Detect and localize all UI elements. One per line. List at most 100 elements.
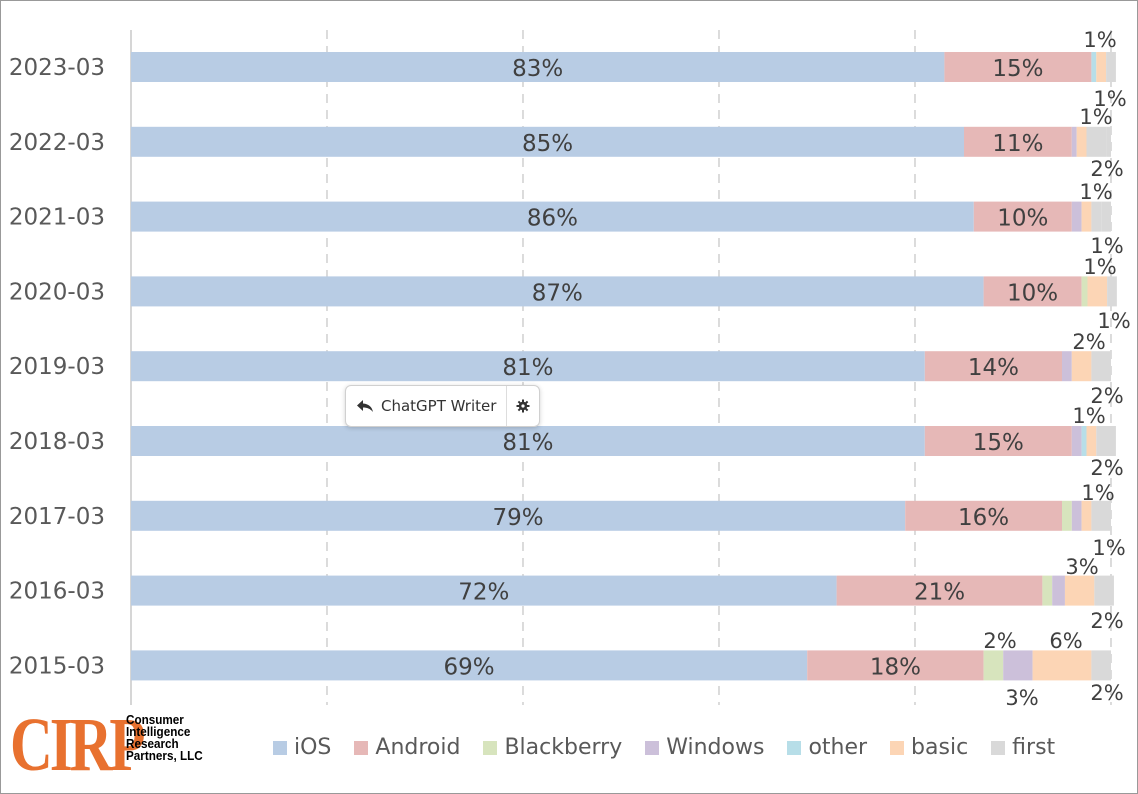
bar-segment-android <box>983 276 1082 307</box>
bar-segment-first <box>1106 126 1111 157</box>
legend-label: other <box>808 735 868 760</box>
bar-segment-windows <box>1062 351 1072 382</box>
bar-segment-windows <box>1071 201 1082 232</box>
legend-label: basic <box>911 735 969 760</box>
bar-segment-basic <box>1032 650 1092 681</box>
bar-segment-android <box>973 201 1072 232</box>
data-label-small: 3% <box>1005 686 1038 710</box>
data-label-small: 1% <box>1081 481 1114 505</box>
data-label: 86% <box>527 206 578 232</box>
data-label: 81% <box>502 430 553 456</box>
data-label-small: 1% <box>1072 404 1105 428</box>
logo-line: Research <box>126 736 179 751</box>
bar-segment-ios <box>131 426 925 456</box>
data-label-small: 1% <box>1083 255 1116 279</box>
category-label: 2021-03 <box>9 205 105 231</box>
data-label: 85% <box>522 131 573 157</box>
bar-segment-blackberry <box>983 650 1004 681</box>
logo-mark: CIRP <box>10 703 146 787</box>
data-label-small: 6% <box>1049 629 1082 653</box>
data-label-small: 1% <box>1079 105 1112 129</box>
gear-icon[interactable] <box>507 386 539 426</box>
category-label: 2020-03 <box>9 279 105 305</box>
legend-item-android: Android <box>354 735 460 760</box>
legend-item-first: first <box>991 735 1055 760</box>
bar-segment-other <box>1091 52 1097 82</box>
category-label: 2018-03 <box>9 429 105 455</box>
bar-segment-basic <box>1096 52 1107 82</box>
bar-segment-windows <box>1003 650 1033 681</box>
bar-segment-android <box>944 52 1092 82</box>
data-label-small: 2% <box>1090 456 1123 480</box>
bar-segment-first <box>1107 276 1117 307</box>
bar-segment-blackberry <box>1081 276 1088 307</box>
logo-line: Partners, LLC <box>126 748 203 763</box>
legend-swatch <box>483 740 498 755</box>
legend-swatch <box>645 740 660 755</box>
data-label: 21% <box>914 580 965 606</box>
data-label: 16% <box>958 505 1009 531</box>
legend-swatch <box>787 740 802 755</box>
legend-item-blackberry: Blackberry <box>483 735 622 760</box>
data-label-small: 2% <box>1090 681 1123 705</box>
bar-segment-first <box>1096 426 1116 456</box>
data-label-small: 2% <box>1072 330 1105 354</box>
bar-segment-windows <box>1071 426 1082 456</box>
bar-segment-android <box>836 575 1043 606</box>
chatgpt-writer-button[interactable]: ChatGPT Writer <box>346 386 508 426</box>
bar-segment-ios <box>131 351 925 382</box>
legend-swatch <box>273 740 287 755</box>
bar-segment-basic <box>1081 201 1092 232</box>
bar-segment-ios <box>131 650 808 681</box>
data-label: 87% <box>532 280 583 306</box>
logo-line: Intelligence <box>126 724 191 739</box>
data-label-small: 1% <box>1097 309 1130 333</box>
bar-segment-basic <box>1064 575 1095 606</box>
bar-segment-ios <box>131 575 837 606</box>
legend-item-other: other <box>787 735 867 760</box>
bar-segment-windows <box>1052 575 1065 606</box>
chatgpt-writer-label: ChatGPT Writer <box>381 397 497 415</box>
cirp-logo: CIRP Consumer Intelligence Research Part… <box>10 703 211 787</box>
legend-label: Windows <box>666 735 765 760</box>
legend-item-windows: Windows <box>645 735 764 760</box>
bar-segment-first <box>1091 201 1102 232</box>
legend-item-ios: iOS <box>273 735 331 760</box>
bar-segment-basic <box>1087 276 1108 307</box>
data-label-small: 1% <box>1079 180 1112 204</box>
data-label: 15% <box>973 430 1024 456</box>
data-label-small: 2% <box>1090 384 1123 408</box>
data-label: 83% <box>512 56 563 82</box>
category-label: 2017-03 <box>9 504 105 530</box>
chatgpt-writer-popup[interactable]: ChatGPT Writer <box>345 385 541 427</box>
data-label: 79% <box>493 505 544 531</box>
data-label-small: 2% <box>983 629 1016 653</box>
bar-segment-windows <box>1071 126 1077 157</box>
data-label-small: 1% <box>1093 87 1126 111</box>
data-label: 15% <box>992 56 1043 82</box>
category-label: 2019-03 <box>9 354 105 380</box>
bar-segment-blackberry <box>1062 500 1072 531</box>
bar-segment-android <box>905 500 1062 531</box>
legend-label: Blackberry <box>504 735 623 760</box>
bar-segment-other <box>1081 426 1087 456</box>
bar-segment-basic <box>1076 126 1087 157</box>
logo-company-name: Consumer Intelligence Research Partners,… <box>126 712 203 763</box>
data-label: 10% <box>997 206 1048 232</box>
data-label-small: 1% <box>1083 28 1116 52</box>
legend-label: first <box>1012 735 1056 760</box>
bar-segment-ios <box>131 201 974 232</box>
bar-segment-first <box>1091 351 1111 382</box>
bar-segment-ios <box>131 276 984 307</box>
bar-segment-basic <box>1081 500 1092 531</box>
data-label: 14% <box>968 355 1019 381</box>
data-label: 69% <box>444 654 495 680</box>
chart-legend: iOS Android Blackberry Windows other basic fir… <box>273 735 1078 760</box>
bar-segment-ios <box>131 52 945 82</box>
bar-segment-first <box>1101 201 1111 232</box>
bar-segment-basic <box>1086 426 1097 456</box>
logo-line: Consumer <box>126 712 184 727</box>
data-label: 10% <box>1007 280 1058 306</box>
reply-arrow-icon <box>357 400 373 412</box>
